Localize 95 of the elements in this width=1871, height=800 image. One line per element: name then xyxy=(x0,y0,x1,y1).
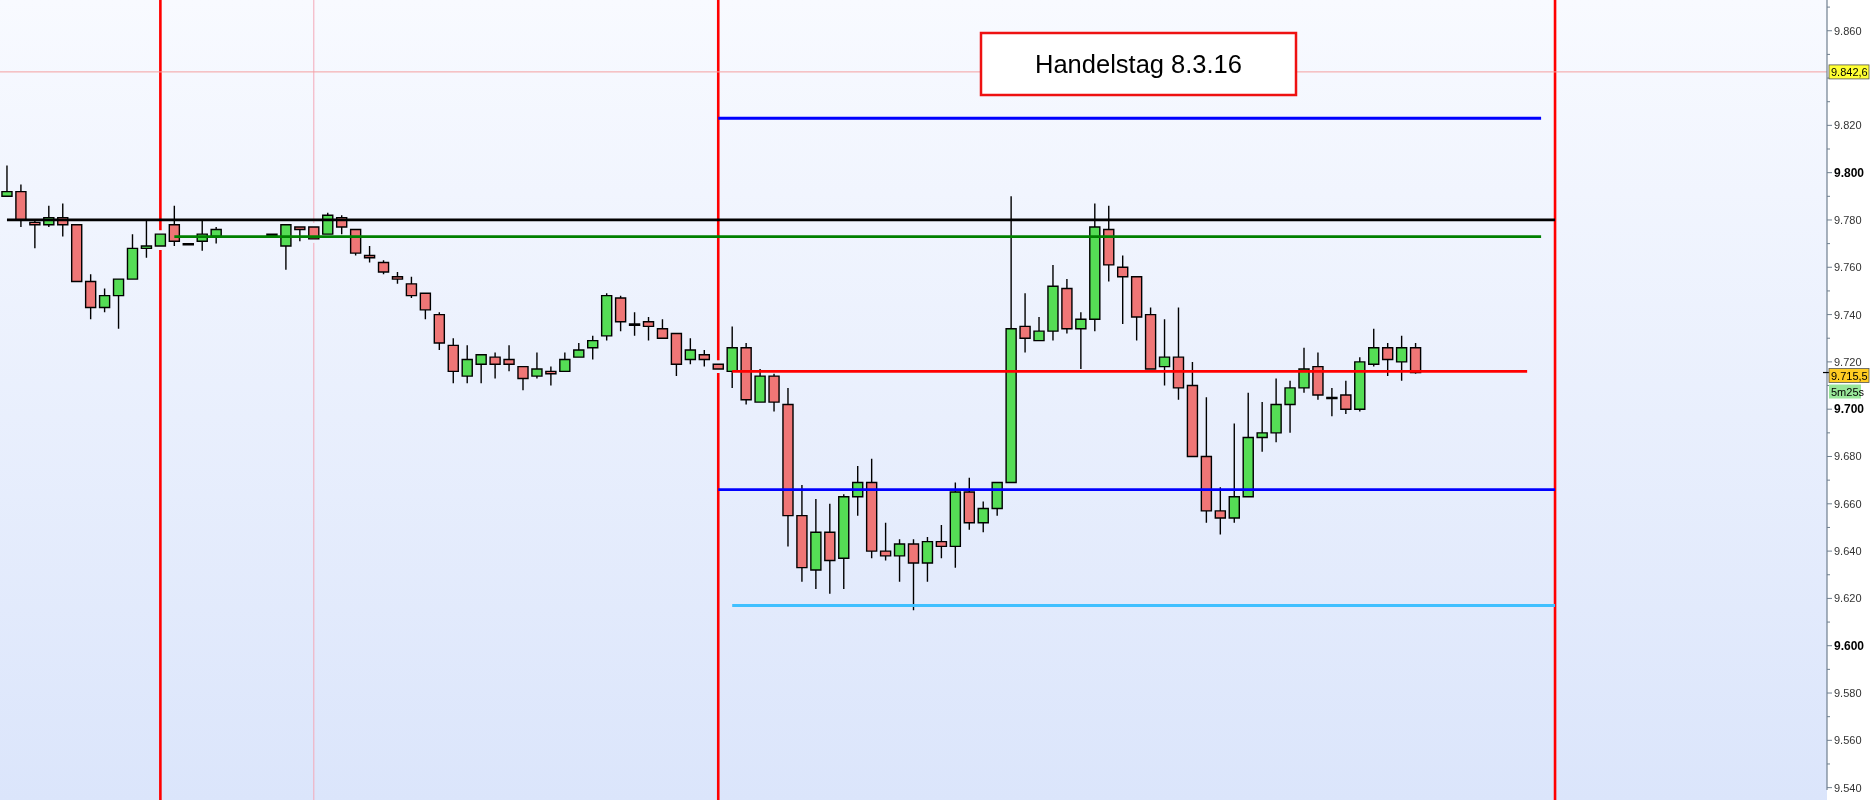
candlestick xyxy=(1116,254,1129,325)
candlestick xyxy=(1061,278,1073,335)
candlestick xyxy=(712,363,724,370)
candlestick xyxy=(600,292,613,342)
candlestick xyxy=(1214,486,1227,536)
candlestick xyxy=(838,493,850,590)
candlestick xyxy=(84,273,97,321)
candlestick xyxy=(503,344,515,373)
candlestick xyxy=(419,292,432,321)
candlestick xyxy=(1340,380,1352,415)
candlestick xyxy=(531,351,543,380)
y-tick-label: 9.640 xyxy=(1834,545,1862,558)
candlestick xyxy=(587,335,599,361)
candlestick xyxy=(1130,276,1143,342)
y-tick-label: 9.660 xyxy=(1834,497,1862,510)
candlestick xyxy=(921,536,934,583)
candlestick xyxy=(545,365,557,387)
candlestick xyxy=(377,259,390,276)
y-tick-label: 9.580 xyxy=(1834,687,1862,700)
y-tick-label: 9.560 xyxy=(1834,734,1862,747)
y-tick-label: 9.820 xyxy=(1834,119,1862,132)
candlestick xyxy=(517,365,529,391)
candlestick xyxy=(433,311,446,351)
candlestick xyxy=(726,325,738,389)
y-tick-label: 9.700 xyxy=(1834,402,1865,417)
candlestick xyxy=(1381,342,1394,377)
candlestick xyxy=(294,226,306,242)
candlestick xyxy=(810,498,822,590)
candlestick xyxy=(670,332,683,377)
candlestick xyxy=(907,538,920,611)
y-tick-label: 9.800 xyxy=(1834,165,1865,180)
candlestick xyxy=(740,342,752,406)
y-tick-label: 9.540 xyxy=(1834,781,1862,794)
y-tick-label: 9.780 xyxy=(1834,213,1862,226)
candlestick xyxy=(824,503,836,595)
candlestick xyxy=(1395,335,1408,382)
text: Handelstag 8.3.16 xyxy=(1035,50,1242,78)
y-tick-label: 9.740 xyxy=(1834,308,1862,321)
candlestick xyxy=(98,287,111,313)
candlestick xyxy=(112,278,125,330)
candlestick xyxy=(754,368,766,403)
candlestick xyxy=(1144,306,1157,370)
candlestick xyxy=(70,224,83,283)
candlestick xyxy=(1242,391,1254,498)
candlestick xyxy=(782,387,794,548)
candlestick xyxy=(642,316,655,342)
candlestick xyxy=(1284,380,1296,434)
y-tick-label: 9.620 xyxy=(1834,592,1862,605)
candlestick xyxy=(154,233,167,247)
candlestick xyxy=(628,311,641,337)
candlestick xyxy=(1075,311,1087,370)
candlestick xyxy=(796,484,808,583)
candlestick xyxy=(1228,422,1240,524)
candlestick xyxy=(1186,361,1199,458)
candlestick xyxy=(126,233,139,280)
candlestick xyxy=(461,344,473,384)
candlestick xyxy=(949,481,962,569)
candlestick xyxy=(656,318,669,339)
candlestick xyxy=(977,500,989,533)
candlestick xyxy=(573,342,585,358)
text: 5m25s xyxy=(1831,385,1865,398)
candlestick xyxy=(1200,396,1213,524)
candlestick xyxy=(1326,387,1338,417)
candlestick xyxy=(405,276,418,299)
candlestick xyxy=(363,245,376,264)
candlestick xyxy=(893,538,906,583)
candlestick xyxy=(1172,306,1185,401)
candlestick xyxy=(879,522,892,562)
candlestick xyxy=(489,351,501,380)
candlestick xyxy=(1270,377,1282,444)
y-tick-label: 9.600 xyxy=(1834,638,1865,653)
y-tick-label: 9.860 xyxy=(1834,24,1862,37)
candlestick xyxy=(614,294,627,332)
candlestick xyxy=(768,373,780,413)
candlestick xyxy=(1019,292,1031,354)
candlestick xyxy=(447,337,459,384)
candlestick xyxy=(182,242,194,246)
candlestick xyxy=(559,351,571,373)
y-tick-label: 9.720 xyxy=(1834,355,1862,368)
candlestick xyxy=(684,337,697,365)
candlestick xyxy=(865,458,878,559)
candlestick xyxy=(391,271,404,285)
y-tick-label: 9.760 xyxy=(1834,261,1862,274)
candlestick xyxy=(1047,264,1059,342)
candlestick xyxy=(1368,328,1380,368)
candlestick xyxy=(963,477,976,531)
candlestick xyxy=(698,349,711,368)
candlestick xyxy=(1158,318,1171,387)
candlestick xyxy=(1354,356,1366,413)
y-tick-label: 9.680 xyxy=(1834,450,1862,463)
candlestick xyxy=(935,524,948,559)
candlestick xyxy=(1,164,13,198)
candlestick xyxy=(475,354,487,384)
candlestick xyxy=(1256,401,1268,453)
candlestick xyxy=(1033,316,1045,342)
